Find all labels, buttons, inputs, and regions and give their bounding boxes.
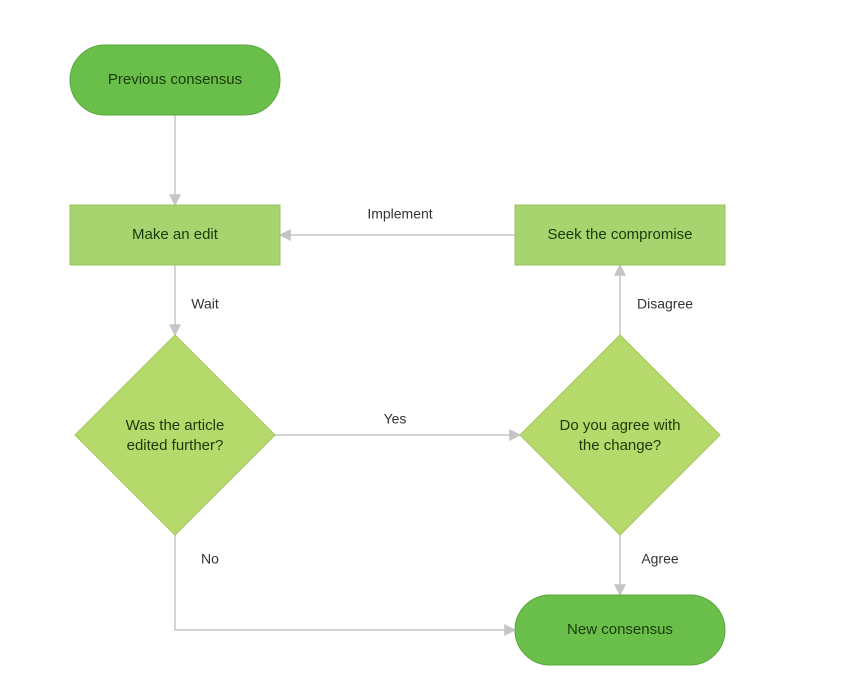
edge-label-edited_no: No xyxy=(201,551,219,567)
edge-label-agree_agree: Agree xyxy=(641,551,679,567)
node-label-agree-line1: Do you agree with xyxy=(560,417,681,434)
node-agree xyxy=(520,335,720,535)
node-label-make_edit: Make an edit xyxy=(132,226,219,243)
edge-label-seek_to_edit: Implement xyxy=(367,206,432,222)
edge-edited_no xyxy=(175,535,515,630)
node-label-seek: Seek the compromise xyxy=(547,226,692,243)
node-edited_further xyxy=(75,335,275,535)
edge-label-edit_to_edited: Wait xyxy=(191,296,219,312)
node-label-start: Previous consensus xyxy=(108,71,242,88)
node-label-end: New consensus xyxy=(567,621,673,638)
edge-label-agree_disagree: Disagree xyxy=(637,296,693,312)
node-label-edited_further-line1: Was the article xyxy=(126,417,225,434)
edge-label-edited_yes: Yes xyxy=(384,411,407,427)
node-label-agree-line2: the change? xyxy=(579,437,662,454)
node-label-edited_further-line2: edited further? xyxy=(127,437,224,454)
